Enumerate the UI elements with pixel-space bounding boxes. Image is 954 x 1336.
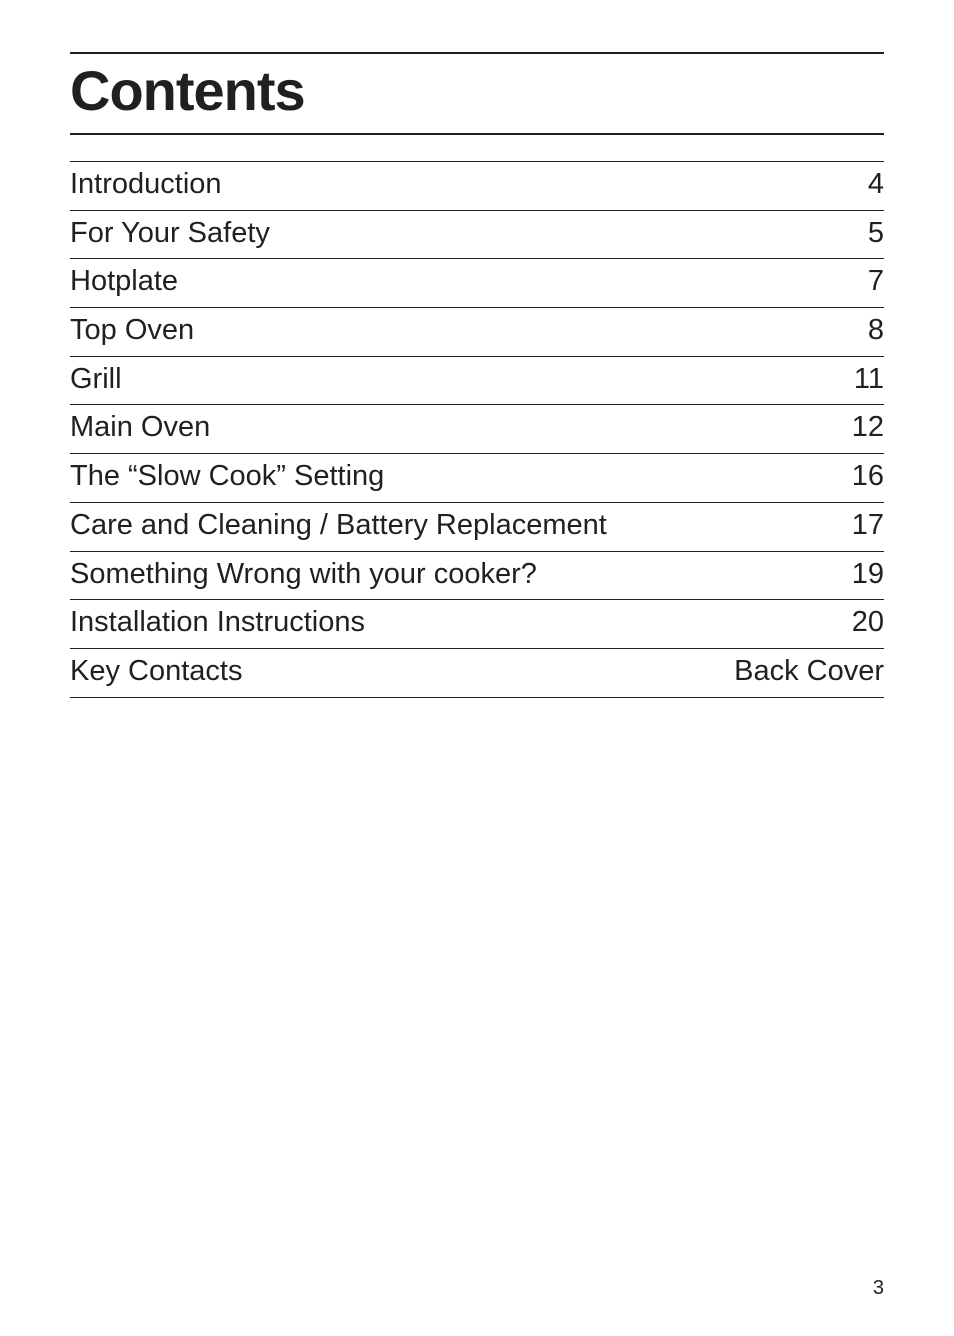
toc-row: Top Oven 8 [70,307,884,356]
toc-row: Something Wrong with your cooker? 19 [70,551,884,600]
toc-row: Grill 11 [70,356,884,405]
toc-entry-title: Installation Instructions [70,604,365,642]
toc-row: Main Oven 12 [70,404,884,453]
toc-entry-title: For Your Safety [70,215,270,253]
toc-row: Care and Cleaning / Battery Replacement … [70,502,884,551]
toc-entry-title: Something Wrong with your cooker? [70,556,537,594]
toc-entry-page: 11 [834,361,884,399]
toc-row: The “Slow Cook” Setting 16 [70,453,884,502]
toc-entry-title: Top Oven [70,312,194,350]
toc-entry-page: 19 [832,556,884,594]
toc-entry-title: Introduction [70,166,222,204]
toc-entry-page: 7 [848,263,884,301]
toc-entry-title: Hotplate [70,263,178,301]
toc-entry-title: Key Contacts [70,653,242,691]
toc-entry-title: Grill [70,361,122,399]
toc-row: Introduction 4 [70,161,884,210]
toc-entry-page: 8 [848,312,884,350]
toc-entry-page: 16 [832,458,884,496]
table-of-contents: Introduction 4 For Your Safety 5 Hotplat… [70,161,884,698]
toc-row: Hotplate 7 [70,258,884,307]
toc-entry-page: 20 [832,604,884,642]
toc-entry-page: 5 [848,215,884,253]
toc-row: For Your Safety 5 [70,210,884,259]
toc-entry-title: The “Slow Cook” Setting [70,458,384,496]
toc-entry-page: 12 [832,409,884,447]
toc-entry-page: Back Cover [714,653,884,691]
toc-row: Key Contacts Back Cover [70,648,884,698]
toc-entry-title: Main Oven [70,409,210,447]
page-title: Contents [70,58,884,123]
toc-entry-title: Care and Cleaning / Battery Replacement [70,507,607,545]
page-number: 3 [873,1277,884,1300]
title-block: Contents [70,52,884,135]
toc-row: Installation Instructions 20 [70,599,884,648]
toc-entry-page: 4 [848,166,884,204]
toc-entry-page: 17 [832,507,884,545]
